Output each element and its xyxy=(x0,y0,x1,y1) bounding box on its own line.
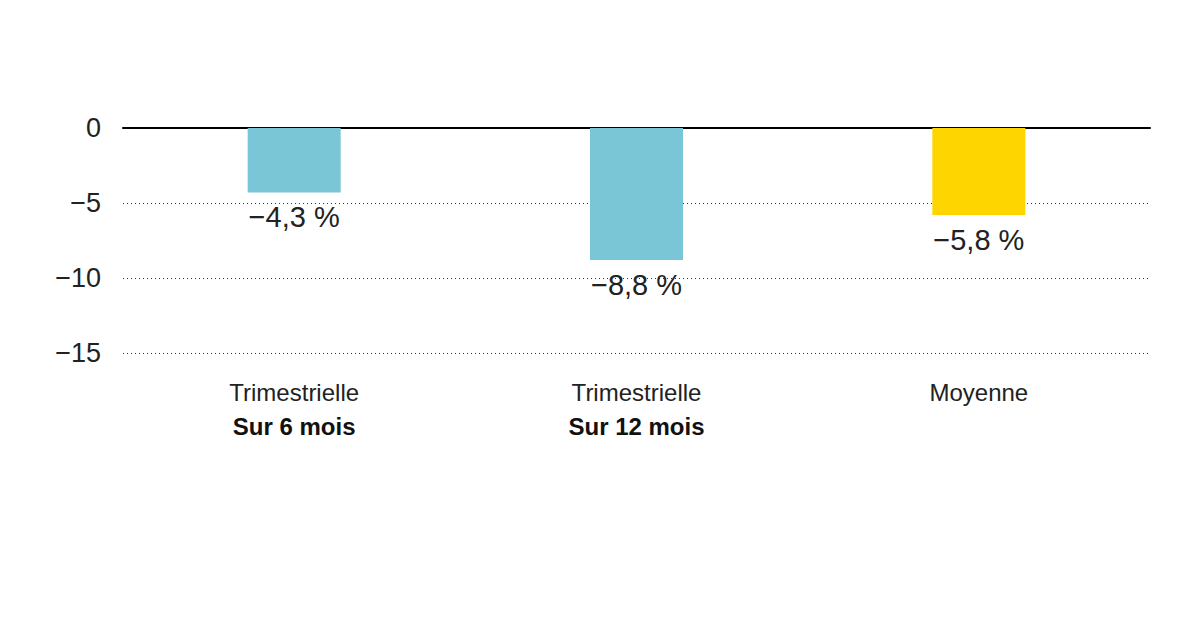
svg-text:Trimestrielle: Trimestrielle xyxy=(229,379,359,406)
svg-text:Moyenne: Moyenne xyxy=(929,379,1028,406)
svg-text:−5: −5 xyxy=(70,188,101,218)
svg-text:−5,8 %: −5,8 % xyxy=(933,224,1024,256)
svg-text:−8,8 %: −8,8 % xyxy=(591,269,682,301)
svg-text:−4,3 %: −4,3 % xyxy=(249,201,340,233)
svg-text:−15: −15 xyxy=(55,338,101,368)
svg-text:−10: −10 xyxy=(55,263,101,293)
svg-text:Sur 6 mois: Sur 6 mois xyxy=(233,413,356,440)
svg-text:Trimestrielle: Trimestrielle xyxy=(572,379,702,406)
svg-text:0: 0 xyxy=(86,113,101,143)
svg-text:Sur 12 mois: Sur 12 mois xyxy=(568,413,704,440)
